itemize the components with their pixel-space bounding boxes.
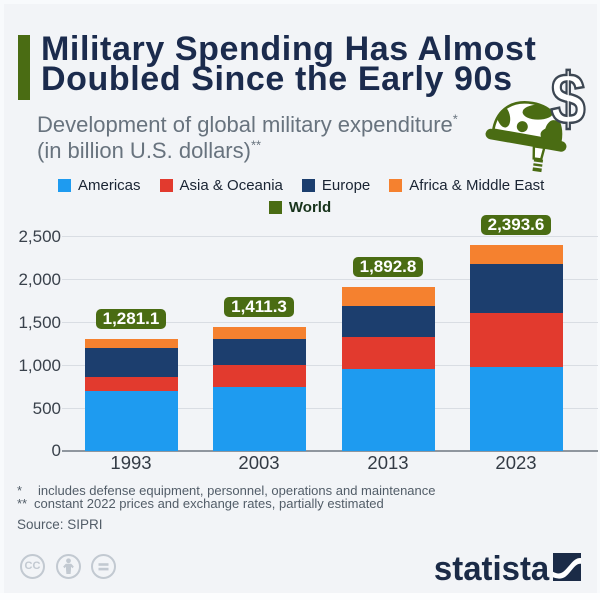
svg-text:$: $	[551, 60, 586, 140]
svg-text:statista: statista	[434, 549, 550, 587]
